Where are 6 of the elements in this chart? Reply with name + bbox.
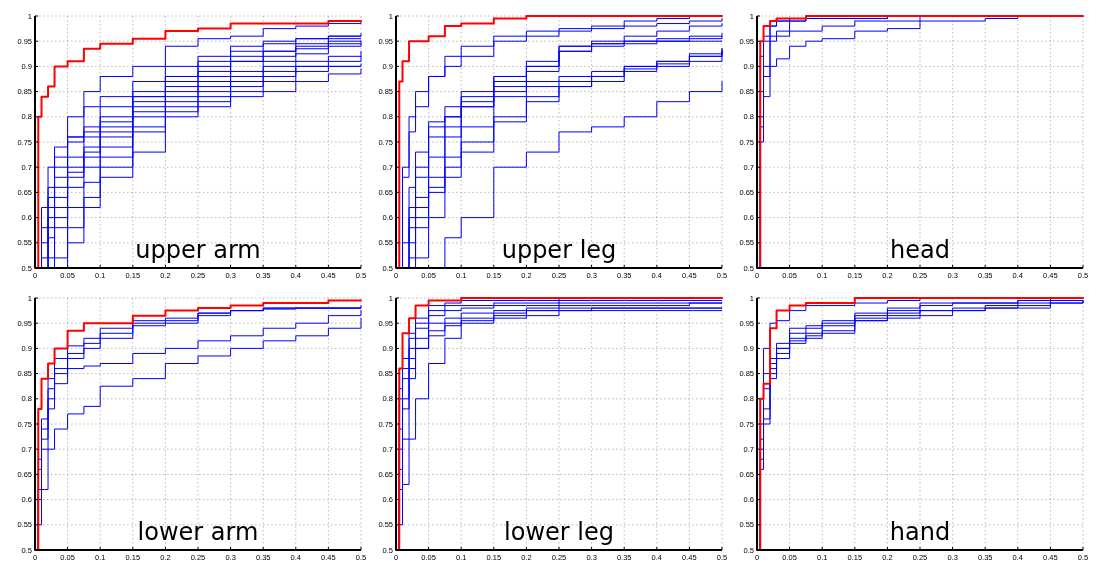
- text: head: [890, 236, 950, 264]
- text: upper arm: [135, 236, 261, 264]
- text: lower leg: [504, 518, 614, 546]
- text: upper leg: [501, 236, 617, 264]
- text: hand: [889, 518, 951, 546]
- text: lower arm: [137, 518, 259, 546]
